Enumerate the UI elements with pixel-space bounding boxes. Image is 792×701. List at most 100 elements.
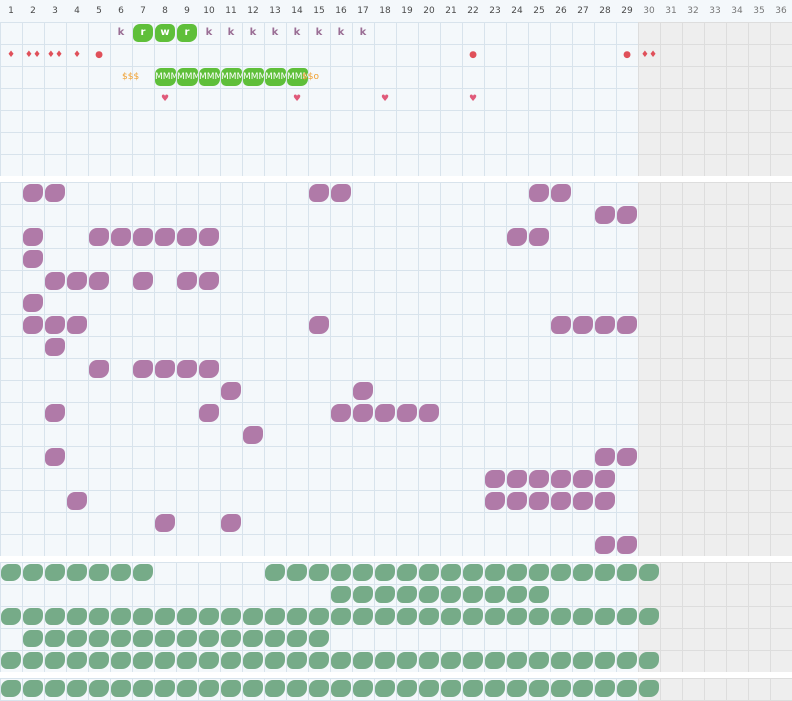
purple-note[interactable] [199, 228, 219, 246]
green-note[interactable] [23, 564, 43, 581]
green-note[interactable] [331, 586, 351, 603]
bottom-track[interactable] [0, 562, 792, 672]
green-note[interactable] [221, 630, 241, 647]
green-note[interactable] [551, 652, 571, 669]
green-note[interactable] [463, 586, 483, 603]
wavy-block[interactable]: MMM [221, 68, 242, 86]
column-number[interactable]: 8 [162, 6, 168, 16]
column-number[interactable]: 12 [247, 6, 259, 16]
purple-note[interactable] [45, 316, 65, 334]
green-note[interactable] [617, 680, 637, 697]
purple-note[interactable] [331, 184, 351, 202]
k-marker[interactable]: k [337, 27, 345, 38]
green-note[interactable] [89, 564, 109, 581]
purple-note[interactable] [199, 360, 219, 378]
purple-note[interactable] [551, 316, 571, 334]
green-note[interactable] [287, 652, 307, 669]
purple-note[interactable] [177, 360, 197, 378]
column-number[interactable]: 13 [269, 6, 281, 16]
green-note[interactable] [595, 680, 615, 697]
purple-note[interactable] [309, 316, 329, 334]
purple-note[interactable] [199, 404, 219, 422]
green-note[interactable] [243, 652, 263, 669]
green-note[interactable] [177, 680, 197, 697]
green-note[interactable] [177, 608, 197, 625]
column-number[interactable]: 14 [291, 6, 303, 16]
green-note[interactable] [111, 652, 131, 669]
wavy-block[interactable]: MMM [243, 68, 264, 86]
green-note[interactable] [419, 652, 439, 669]
k-marker[interactable]: k [271, 27, 279, 38]
column-number[interactable]: 32 [687, 6, 699, 16]
purple-note[interactable] [133, 360, 153, 378]
green-note[interactable] [595, 564, 615, 581]
purple-note[interactable] [573, 492, 593, 510]
green-note[interactable] [89, 680, 109, 697]
green-note[interactable] [551, 608, 571, 625]
purple-note[interactable] [221, 514, 241, 532]
green-note[interactable] [617, 652, 637, 669]
drop-triple-icon[interactable]: ♦♦ [46, 50, 64, 60]
green-note[interactable] [507, 652, 527, 669]
green-note[interactable] [1, 680, 21, 697]
purple-note[interactable] [45, 338, 65, 356]
green-note[interactable] [309, 608, 329, 625]
wavy-block[interactable]: MMM [265, 68, 286, 86]
purple-note[interactable] [617, 206, 637, 224]
column-number[interactable]: 15 [313, 6, 325, 16]
purple-note[interactable] [529, 184, 549, 202]
purple-note[interactable] [177, 272, 197, 290]
green-note[interactable] [441, 564, 461, 581]
green-note[interactable] [639, 608, 659, 625]
purple-note[interactable] [507, 470, 527, 488]
purple-note[interactable] [551, 492, 571, 510]
green-note[interactable] [221, 608, 241, 625]
column-number[interactable]: 18 [379, 6, 391, 16]
green-note[interactable] [155, 652, 175, 669]
column-number[interactable]: 28 [599, 6, 611, 16]
green-note[interactable] [441, 586, 461, 603]
green-note[interactable] [309, 630, 329, 647]
green-note[interactable] [331, 608, 351, 625]
green-note[interactable] [353, 586, 373, 603]
green-note[interactable] [529, 652, 549, 669]
purple-note[interactable] [397, 404, 417, 422]
drop-double-icon[interactable]: ♦♦ [640, 50, 658, 60]
dollar-prefix-label[interactable]: $$$ [122, 72, 140, 82]
column-number[interactable]: 2 [30, 6, 36, 16]
green-note[interactable] [67, 630, 87, 647]
k-marker[interactable]: k [359, 27, 367, 38]
column-number[interactable]: 25 [533, 6, 545, 16]
green-note[interactable] [397, 586, 417, 603]
column-number[interactable]: 1 [8, 6, 14, 16]
purple-note[interactable] [353, 382, 373, 400]
column-number[interactable]: 20 [423, 6, 435, 16]
purple-note[interactable] [89, 272, 109, 290]
green-note[interactable] [485, 652, 505, 669]
green-note[interactable] [309, 564, 329, 581]
green-note[interactable] [265, 652, 285, 669]
green-note[interactable] [485, 680, 505, 697]
green-note[interactable] [23, 680, 43, 697]
green-note[interactable] [485, 564, 505, 581]
green-note[interactable] [111, 564, 131, 581]
column-number[interactable]: 27 [577, 6, 589, 16]
green-note[interactable] [639, 564, 659, 581]
green-note[interactable] [89, 608, 109, 625]
green-note[interactable] [573, 608, 593, 625]
purple-note[interactable] [67, 316, 87, 334]
green-note[interactable] [199, 608, 219, 625]
green-note[interactable] [573, 652, 593, 669]
green-note[interactable] [507, 564, 527, 581]
green-note[interactable] [199, 630, 219, 647]
green-note[interactable] [639, 652, 659, 669]
column-number[interactable]: 6 [118, 6, 124, 16]
green-note[interactable] [419, 680, 439, 697]
green-note[interactable] [111, 680, 131, 697]
green-note[interactable] [199, 680, 219, 697]
purple-note[interactable] [133, 228, 153, 246]
green-note[interactable] [67, 564, 87, 581]
green-note[interactable] [551, 680, 571, 697]
purple-note[interactable] [45, 184, 65, 202]
green-note[interactable] [67, 652, 87, 669]
